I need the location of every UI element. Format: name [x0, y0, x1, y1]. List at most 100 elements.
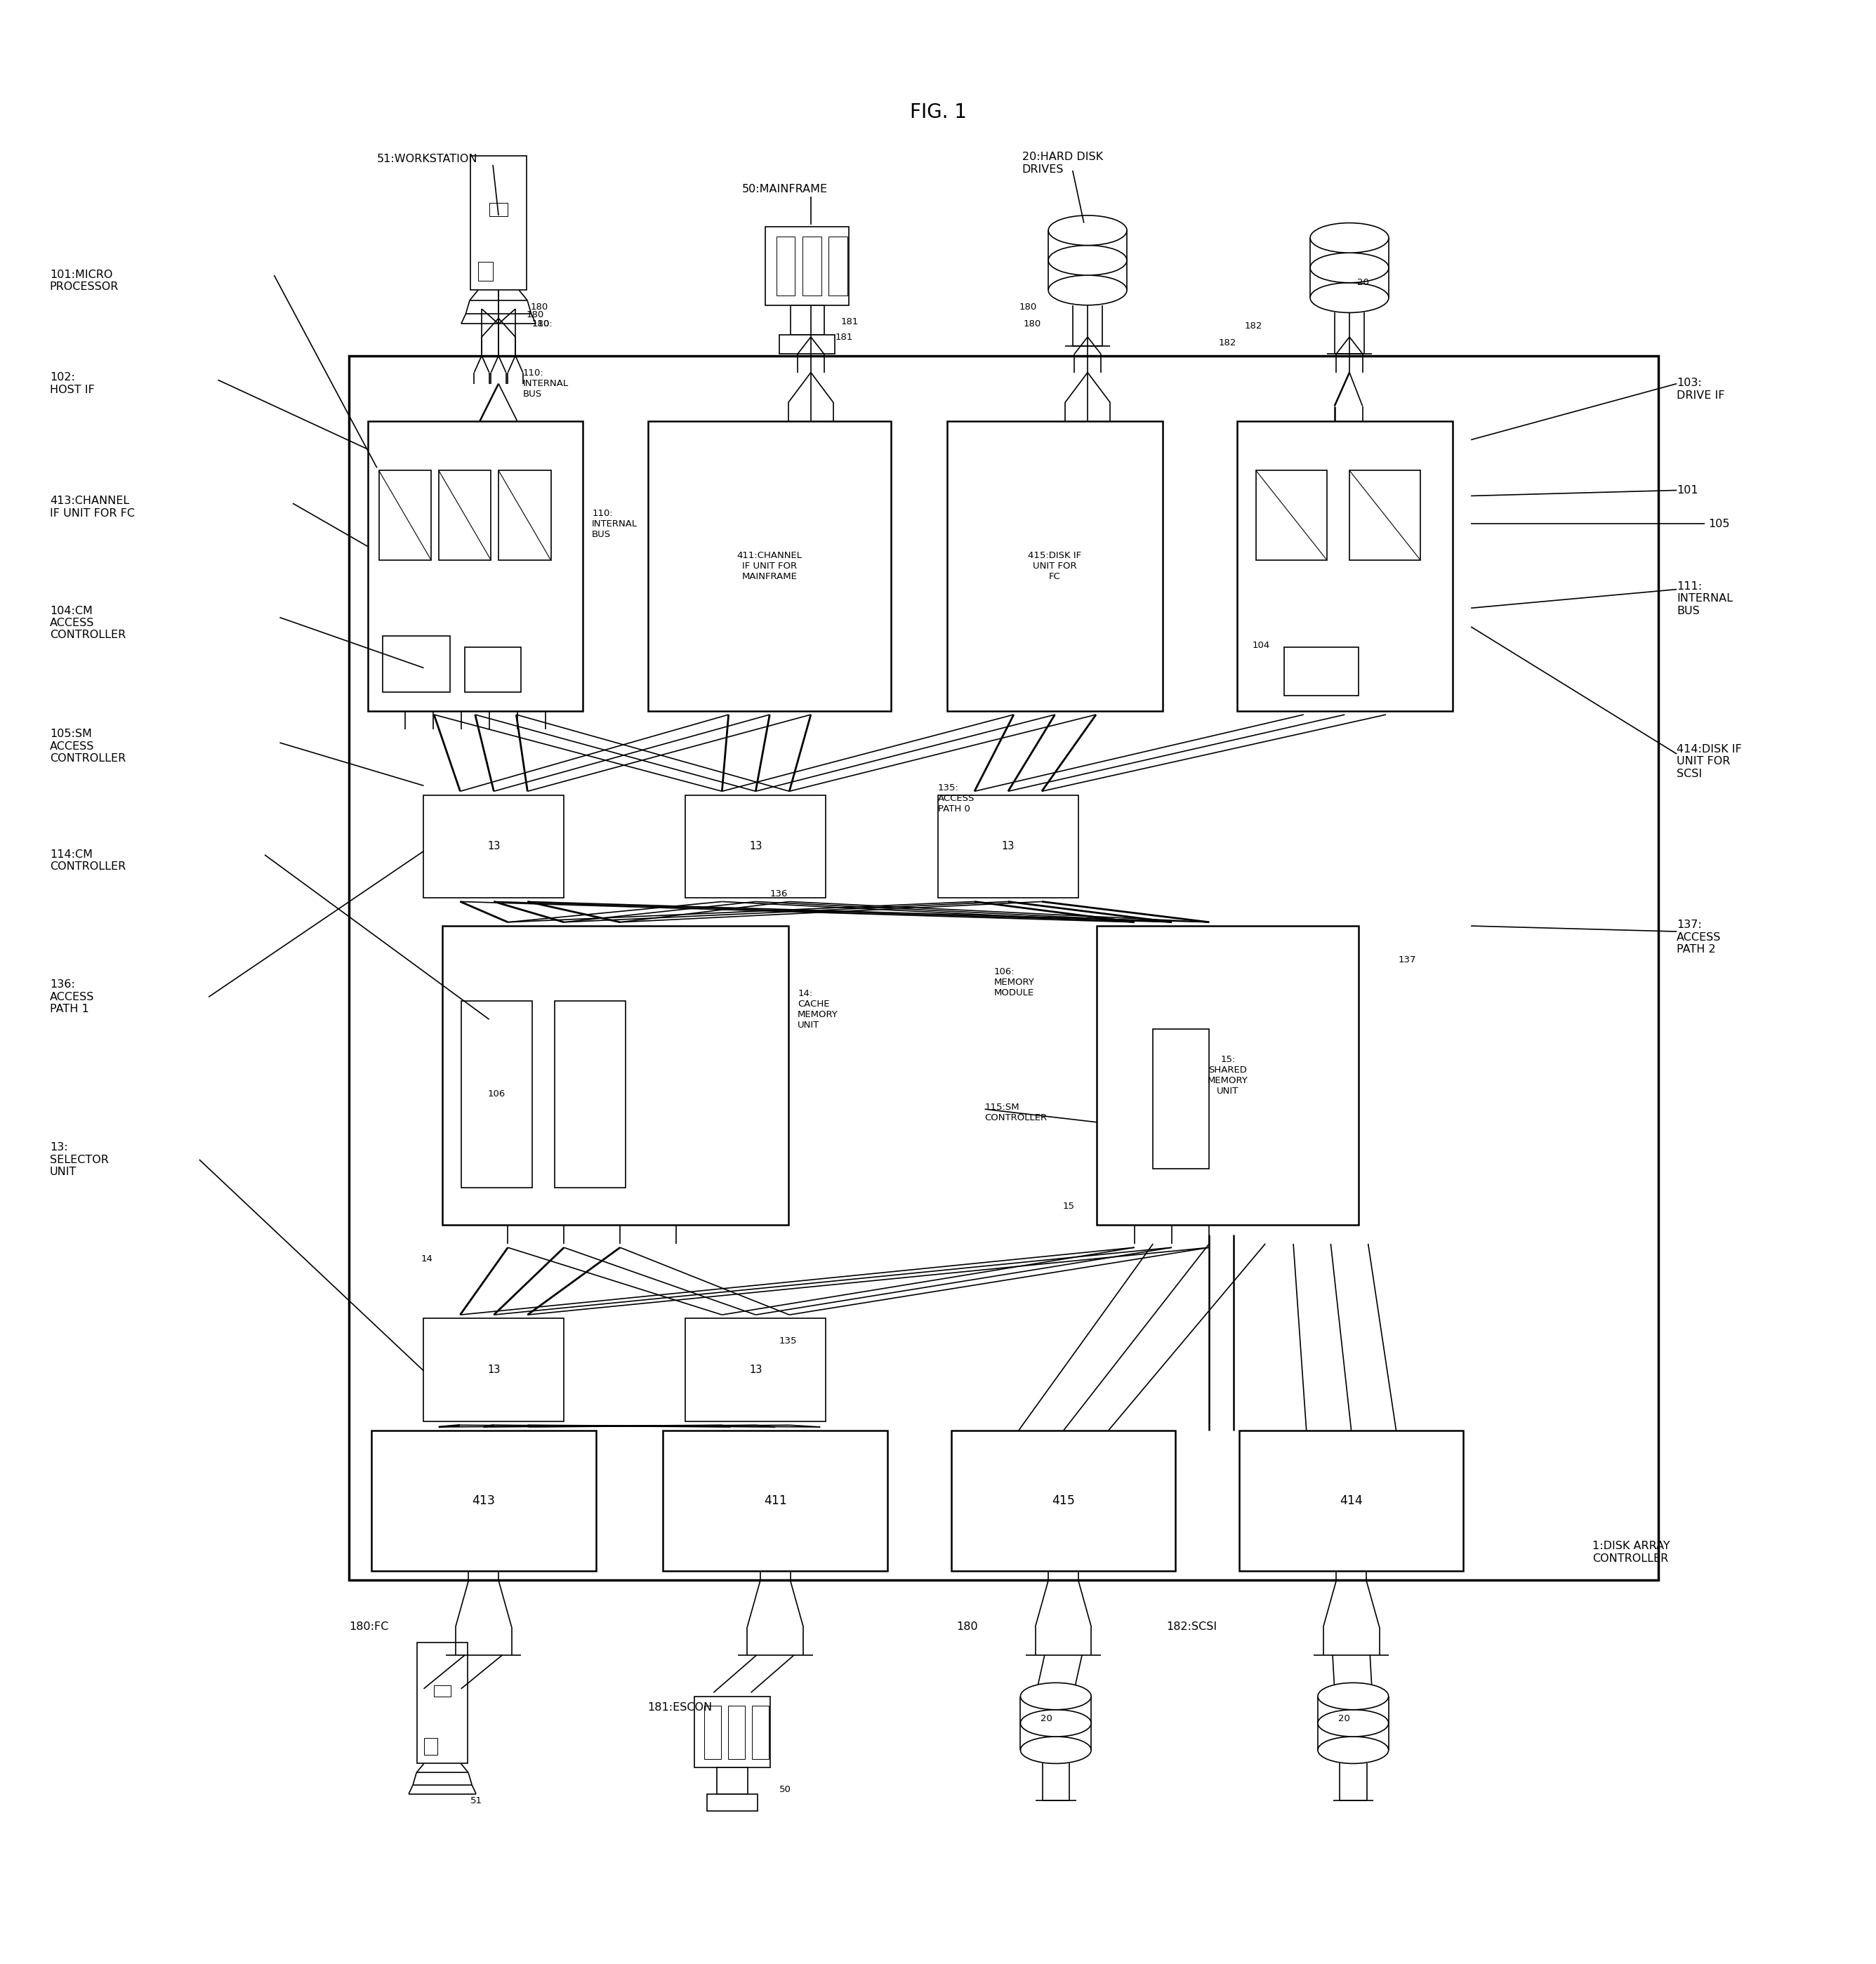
Bar	[379, 471, 431, 560]
Ellipse shape	[1317, 1683, 1388, 1711]
Bar	[1255, 471, 1326, 560]
Text: 20: 20	[1356, 279, 1369, 287]
Text: 20: 20	[1338, 1715, 1349, 1722]
Bar	[478, 261, 493, 281]
Bar	[499, 471, 552, 560]
Text: 415:DISK IF
UNIT FOR
FC: 415:DISK IF UNIT FOR FC	[1028, 550, 1082, 581]
Text: 13: 13	[749, 841, 762, 852]
Bar	[1154, 1029, 1210, 1169]
Text: 106: 106	[488, 1090, 505, 1098]
Text: 14:
CACHE
MEMORY
UNIT: 14: CACHE MEMORY UNIT	[797, 990, 839, 1029]
Text: 411: 411	[764, 1495, 786, 1506]
Text: 14: 14	[422, 1255, 433, 1263]
Bar	[443, 925, 788, 1226]
Text: 1:DISK ARRAY
CONTROLLER: 1:DISK ARRAY CONTROLLER	[1593, 1542, 1670, 1563]
Text: 136: 136	[769, 890, 788, 900]
Bar	[728, 1707, 745, 1760]
Text: 414:DISK IF
UNIT FOR
SCSI: 414:DISK IF UNIT FOR SCSI	[1677, 744, 1741, 780]
Bar	[707, 1795, 758, 1811]
Text: 180: 180	[531, 302, 548, 312]
Bar	[471, 155, 527, 291]
Bar	[439, 471, 492, 560]
Text: 413:CHANNEL
IF UNIT FOR FC: 413:CHANNEL IF UNIT FOR FC	[49, 495, 135, 518]
Bar	[694, 1697, 771, 1768]
Text: 413: 413	[473, 1495, 495, 1506]
Text: 414: 414	[1339, 1495, 1362, 1506]
Text: 180: 180	[957, 1622, 977, 1632]
Text: 115:SM
CONTROLLER: 115:SM CONTROLLER	[985, 1104, 1047, 1123]
Text: 136:
ACCESS
PATH 1: 136: ACCESS PATH 1	[49, 980, 94, 1015]
Text: 411:CHANNEL
IF UNIT FOR
MAINFRAME: 411:CHANNEL IF UNIT FOR MAINFRAME	[737, 550, 803, 581]
Bar	[938, 795, 1079, 898]
Text: 415: 415	[1052, 1495, 1075, 1506]
Bar	[461, 1002, 533, 1188]
Text: 110:: 110:	[533, 320, 553, 328]
Ellipse shape	[1021, 1683, 1092, 1711]
Ellipse shape	[1309, 222, 1388, 253]
Text: 101:MICRO
PROCESSOR: 101:MICRO PROCESSOR	[49, 269, 118, 293]
Text: 106:
MEMORY
MODULE: 106: MEMORY MODULE	[994, 966, 1036, 998]
Bar	[368, 420, 583, 711]
Bar	[705, 1707, 722, 1760]
Text: 182: 182	[1244, 322, 1263, 330]
Bar	[1283, 648, 1358, 695]
Ellipse shape	[1317, 1711, 1388, 1736]
Text: 104: 104	[1251, 640, 1270, 650]
Bar	[1238, 1430, 1463, 1571]
Text: 13:
SELECTOR
UNIT: 13: SELECTOR UNIT	[49, 1143, 109, 1176]
Bar	[371, 1430, 597, 1571]
Text: 110:
INTERNAL
BUS: 110: INTERNAL BUS	[593, 509, 638, 538]
Text: 51: 51	[471, 1797, 482, 1805]
Ellipse shape	[1317, 1736, 1388, 1764]
Text: 180: 180	[1019, 302, 1037, 312]
Text: 180:FC: 180:FC	[349, 1622, 388, 1632]
Text: 13: 13	[1002, 841, 1015, 852]
Text: 13: 13	[488, 841, 501, 852]
Ellipse shape	[1049, 216, 1127, 246]
Bar	[465, 648, 522, 691]
Text: 181: 181	[840, 318, 859, 326]
Bar	[803, 238, 822, 297]
Bar	[752, 1707, 769, 1760]
Text: 182: 182	[1219, 338, 1236, 348]
Text: 101: 101	[1677, 485, 1698, 495]
Text: 50: 50	[779, 1785, 792, 1795]
Bar	[555, 1002, 627, 1188]
Bar	[647, 420, 891, 711]
Text: 102:
HOST IF: 102: HOST IF	[49, 373, 94, 395]
Bar	[490, 202, 508, 216]
Bar	[424, 1318, 565, 1422]
Text: 51:WORKSTATION: 51:WORKSTATION	[377, 153, 478, 165]
Text: 50:MAINFRAME: 50:MAINFRAME	[741, 185, 827, 194]
Bar	[1349, 471, 1420, 560]
Ellipse shape	[1021, 1736, 1092, 1764]
Bar	[829, 238, 848, 297]
Bar	[765, 226, 850, 304]
Text: FIG. 1: FIG. 1	[910, 102, 966, 122]
Text: 181: 181	[835, 332, 854, 342]
Text: 137:
ACCESS
PATH 2: 137: ACCESS PATH 2	[1677, 919, 1720, 955]
Text: 135:
ACCESS
PATH 0: 135: ACCESS PATH 0	[938, 784, 976, 813]
Bar	[685, 1318, 825, 1422]
Text: 15: 15	[1062, 1202, 1075, 1212]
Bar	[349, 355, 1658, 1581]
Bar	[777, 238, 795, 297]
Bar	[662, 1430, 887, 1571]
Ellipse shape	[1309, 283, 1388, 312]
Text: 180: 180	[527, 310, 544, 318]
Text: 13: 13	[749, 1365, 762, 1375]
Text: 20: 20	[1041, 1715, 1052, 1722]
Text: 114:CM
CONTROLLER: 114:CM CONTROLLER	[49, 848, 126, 872]
Text: 137: 137	[1398, 955, 1416, 964]
Bar	[1238, 420, 1452, 711]
Bar	[685, 795, 825, 898]
Text: 180: 180	[1022, 320, 1041, 328]
Text: 182:SCSI: 182:SCSI	[1167, 1622, 1218, 1632]
Bar	[947, 420, 1163, 711]
Bar	[717, 1768, 747, 1795]
Text: 181:ESCON: 181:ESCON	[647, 1703, 713, 1713]
Text: 180: 180	[533, 320, 550, 328]
Bar	[416, 1642, 467, 1764]
Ellipse shape	[1049, 275, 1127, 304]
Bar	[779, 336, 835, 354]
